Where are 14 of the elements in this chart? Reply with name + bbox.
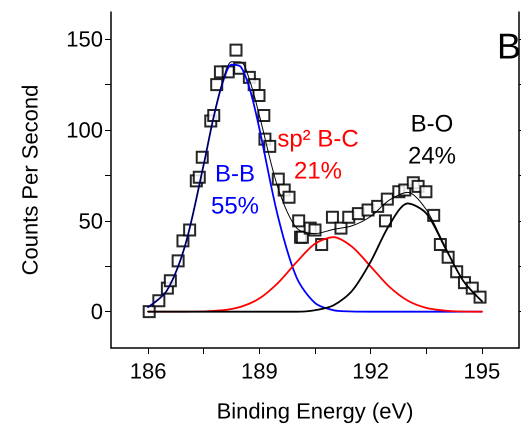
y-axis-title: Counts Per Second [18, 84, 42, 276]
annotation: sp² B-C 21% [277, 126, 359, 184]
y-tick-label: 0 [90, 299, 103, 324]
y-tick-label: 150 [66, 26, 103, 52]
x-tick-label: 192 [352, 358, 389, 384]
annotation: B-B 55% [210, 160, 260, 220]
x-axis-title: Binding Energy (eV) [216, 398, 414, 424]
x-tick-label: 186 [130, 358, 166, 384]
annotation: B [496, 26, 522, 66]
x-tick-label: 189 [241, 358, 278, 384]
y-tick-label: 50 [78, 208, 103, 234]
y-tick-label: 100 [66, 118, 103, 143]
x-tick-label: 195 [464, 358, 500, 384]
annotation: B-O 24% [408, 110, 456, 170]
